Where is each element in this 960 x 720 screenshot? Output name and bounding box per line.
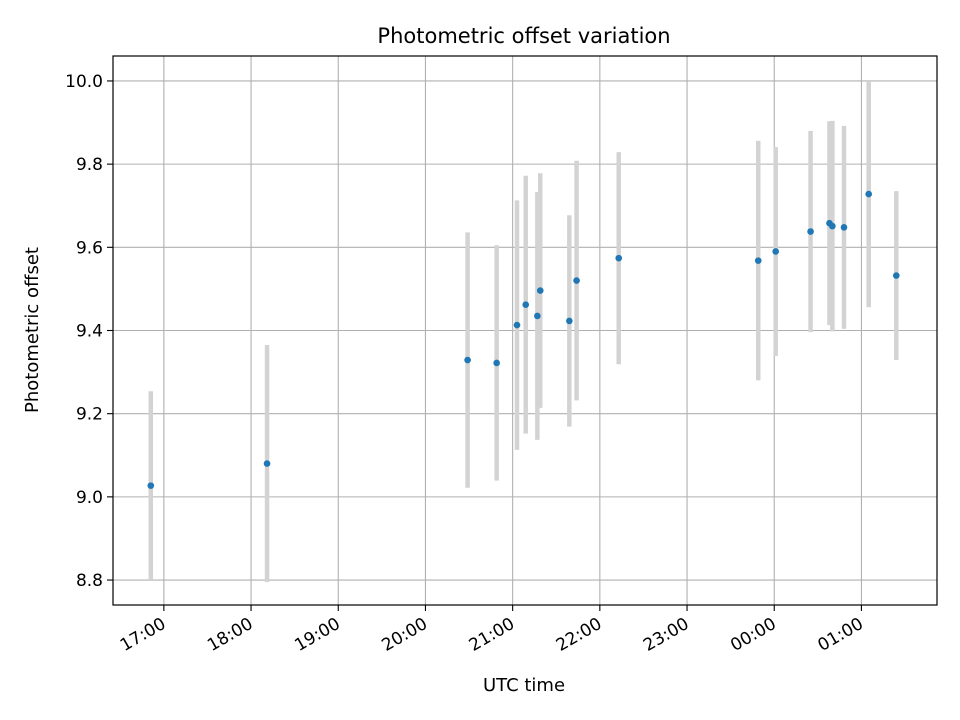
data-point (536, 287, 544, 294)
data-point (566, 317, 573, 325)
y-tick-label: 9.4 (76, 322, 103, 342)
y-tick-label: 10.0 (65, 72, 103, 92)
data-point (772, 248, 779, 255)
data-point (534, 312, 541, 320)
data-point (754, 257, 762, 264)
data-point (840, 224, 848, 231)
y-tick-label: 8.8 (76, 571, 103, 591)
x-axis-title: UTC time (483, 675, 565, 696)
data-point (263, 460, 271, 467)
data-point (893, 272, 900, 279)
data-point (573, 277, 580, 284)
data-point (513, 321, 521, 329)
y-tick-label: 9.6 (76, 238, 103, 258)
data-point (464, 356, 471, 364)
data-point (615, 254, 623, 262)
data-point (807, 228, 814, 235)
data-point (865, 190, 872, 198)
data-points (147, 190, 900, 489)
y-axis-title: Photometric offset (22, 247, 43, 413)
data-point (829, 222, 836, 230)
y-tick-label: 9.2 (76, 405, 103, 425)
y-tick-label: 9.0 (76, 488, 103, 508)
data-point (147, 482, 155, 489)
y-axis-ticks: 8.8 9.0 9.2 9.4 9.6 9.8 10.0 (65, 72, 113, 591)
y-tick-label: 9.8 (76, 155, 103, 175)
data-point (493, 359, 500, 367)
data-point (522, 301, 530, 309)
chart-title: Photometric offset variation (377, 24, 670, 48)
